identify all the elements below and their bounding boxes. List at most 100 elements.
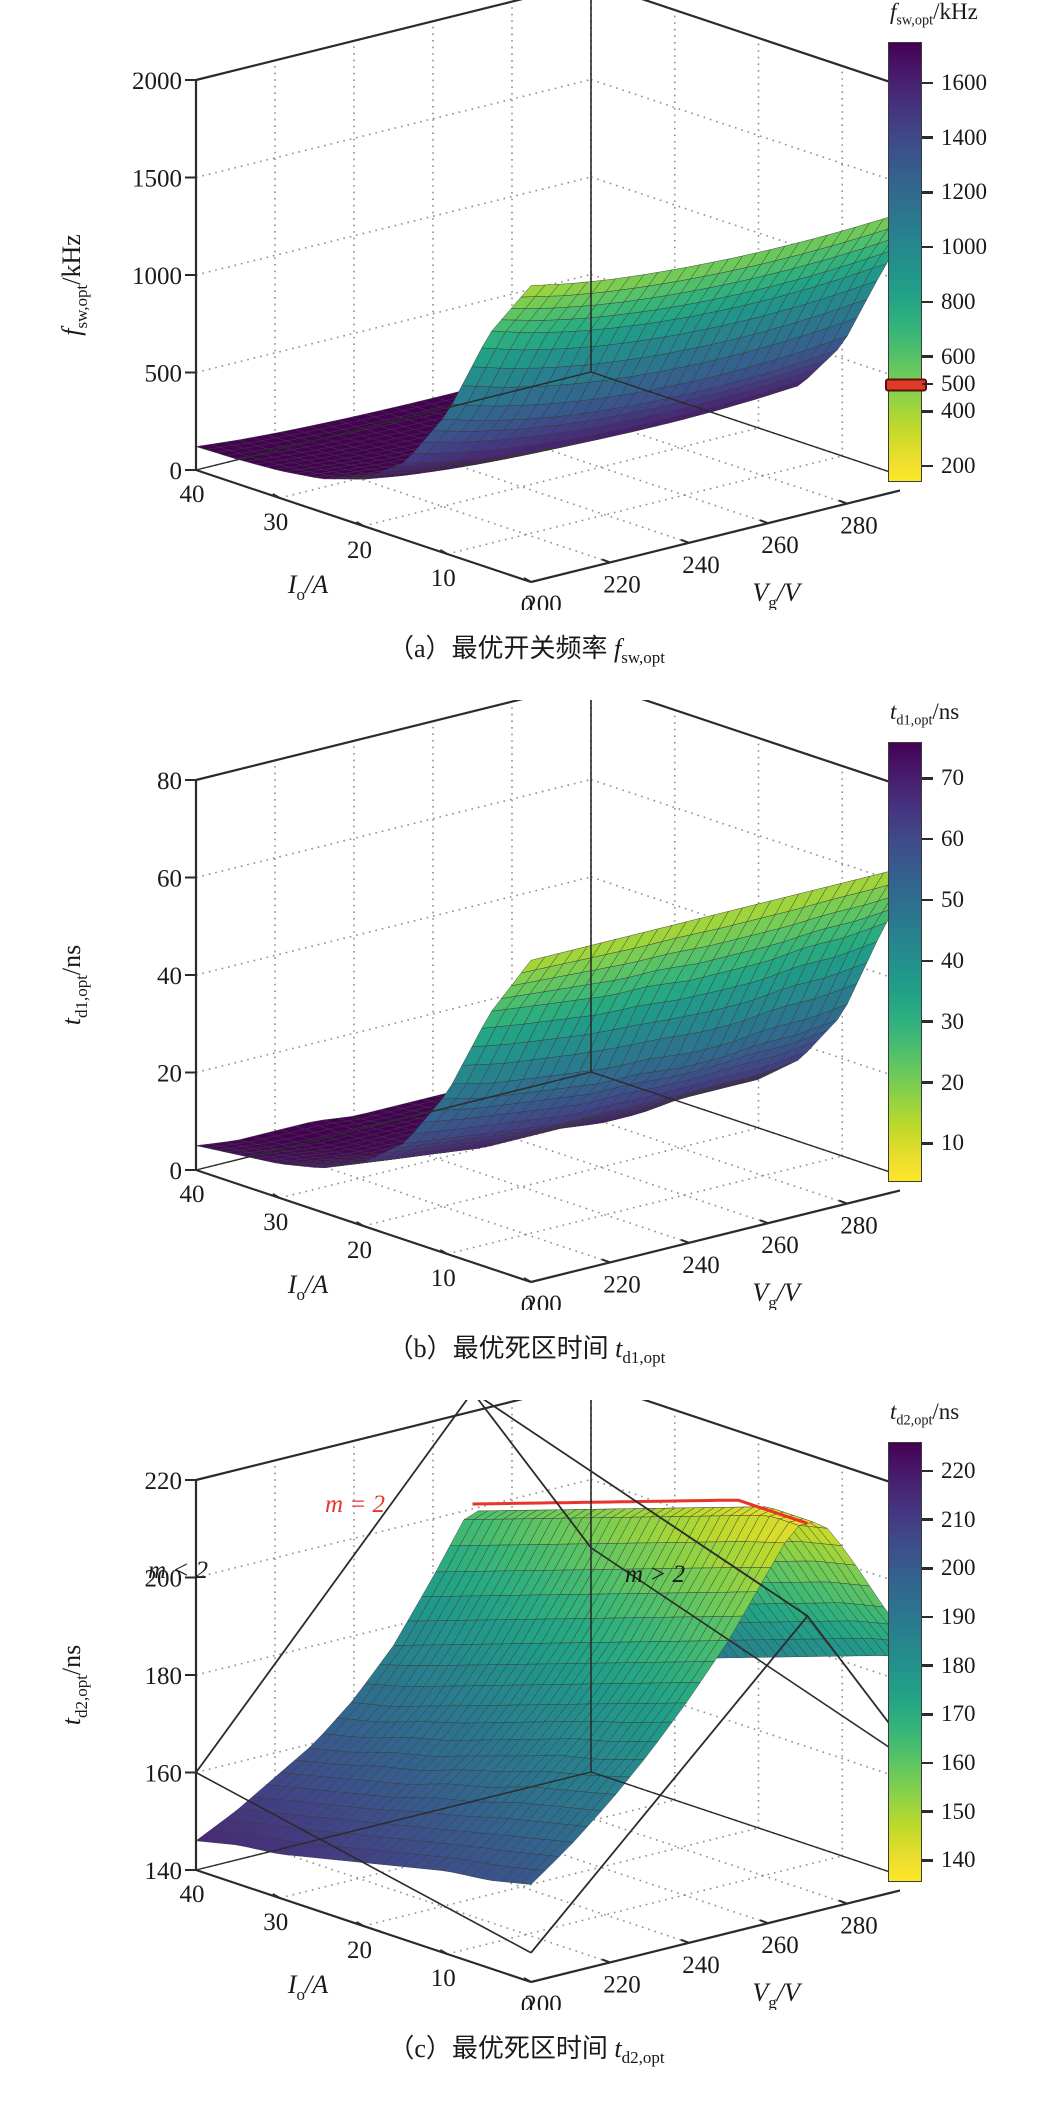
y-axis-title: Vg/V bbox=[752, 1278, 803, 1310]
y-tick-label: 260 bbox=[761, 532, 799, 559]
y-tick-label: 200 bbox=[524, 1991, 562, 2010]
y-tick-label: 260 bbox=[761, 1932, 799, 1959]
ridge-line-m-equals-2 bbox=[472, 1498, 808, 1525]
colorbar-tick: 1600 bbox=[922, 70, 987, 96]
z-tick-label: 80 bbox=[157, 768, 182, 795]
colorbar-tick: 200 bbox=[922, 1555, 976, 1581]
y-tick-label: 220 bbox=[603, 1971, 641, 1998]
colorbar-tick: 40 bbox=[922, 948, 964, 974]
y-tick-mark bbox=[838, 499, 848, 505]
grid-line-z-left bbox=[195, 78, 592, 179]
y-tick-mark bbox=[680, 1238, 690, 1244]
y-tick-label: 200 bbox=[524, 1291, 562, 1310]
colorbar-b-ticks: 70 60 50 40 30 20 10 bbox=[922, 742, 1052, 1182]
tent-outline-ridge bbox=[482, 1400, 809, 1617]
back-wall-top-left bbox=[195, 700, 524, 782]
back-wall-top-right bbox=[641, 0, 900, 87]
x-tick-mark bbox=[439, 549, 448, 555]
z-tick-label: 160 bbox=[145, 1761, 183, 1788]
colorbar-tick: 400 bbox=[922, 398, 976, 424]
z-axis-title: td1,opt/ns bbox=[57, 945, 91, 1026]
colorbar-tick: 1400 bbox=[922, 125, 987, 151]
z-axis-title: td2,opt/ns bbox=[57, 1645, 91, 1726]
floor-edge-left bbox=[195, 1771, 592, 1871]
x-tick-label: 40 bbox=[180, 1881, 205, 1908]
x-axis-title: Io/A bbox=[287, 1270, 328, 1304]
axis-lines bbox=[185, 1400, 900, 1984]
axis-labels: 806040200403020100200220240260280300td1,… bbox=[57, 768, 878, 1310]
colorbar-c: td2,opt/ns 220 210 200 190 180 170 160 150 140 bbox=[888, 1400, 1053, 1882]
colorbar-c-title: td2,opt/ns bbox=[890, 1399, 960, 1429]
axis-labels: 2000150010005000403020100200220240260280… bbox=[57, 68, 878, 610]
caption-b: （b）最优死区时间 td1,opt bbox=[387, 1334, 666, 1368]
x-tick-label: 30 bbox=[263, 1209, 288, 1236]
colorbar-b-title: td1,opt/ns bbox=[890, 699, 960, 729]
floor-edge-back bbox=[590, 371, 900, 477]
y-tick-mark bbox=[759, 1219, 769, 1225]
colorbar-tick: 200 bbox=[922, 453, 976, 479]
colorbar-tick: 10 bbox=[922, 1130, 964, 1156]
x-axis-title: Io/A bbox=[287, 570, 328, 604]
y-tick-mark bbox=[601, 1958, 611, 1964]
surface-mesh bbox=[195, 1400, 900, 1954]
y-axis-line bbox=[530, 1189, 900, 1284]
colorbar-tick: 50 bbox=[922, 887, 964, 913]
z-tick-label: 20 bbox=[157, 1061, 182, 1088]
x-tick-label: 0 bbox=[521, 1993, 534, 2010]
colorbar-tick: 800 bbox=[922, 289, 976, 315]
x-tick-mark bbox=[272, 1193, 281, 1199]
x-tick-label: 40 bbox=[180, 1181, 205, 1208]
x-axis-title: Io/A bbox=[287, 1970, 328, 2004]
y-tick-mark bbox=[680, 1938, 690, 1944]
z-tick-label: 1500 bbox=[132, 166, 182, 193]
floor-edge-left bbox=[195, 371, 592, 471]
y-axis-title: Vg/V bbox=[752, 578, 803, 610]
colorbar-tick: 600 bbox=[922, 344, 976, 370]
z-tick-label: 0 bbox=[170, 1158, 183, 1185]
panel-b: 806040200403020100200220240260280300td1,… bbox=[0, 700, 1053, 1402]
plot-c-surface-3d: 2202001801601404030201002002202402602803… bbox=[0, 1400, 900, 2020]
z-tick-label: 140 bbox=[145, 1858, 183, 1885]
colorbar-tick: 180 bbox=[922, 1653, 976, 1679]
z-tick-label: 220 bbox=[145, 1468, 183, 1495]
x-tick-label: 20 bbox=[347, 537, 372, 564]
colorbar-a-ticks: 1600 1400 1200 1000 800 600 500 400 200 bbox=[922, 42, 1052, 482]
x-tick-label: 20 bbox=[347, 1937, 372, 1964]
z-axis-title: fsw,opt/kHz bbox=[57, 234, 91, 336]
y-tick-label: 200 bbox=[524, 591, 562, 610]
x-tick-mark bbox=[272, 493, 281, 499]
colorbar-tick: 1000 bbox=[922, 234, 987, 260]
x-tick-label: 30 bbox=[263, 1909, 288, 1936]
tent-outline-back bbox=[590, 1547, 900, 1756]
y-tick-label: 280 bbox=[840, 1913, 878, 1940]
tent-outline-front bbox=[195, 1771, 532, 1954]
back-wall-top-right bbox=[641, 700, 900, 787]
y-tick-mark bbox=[601, 558, 611, 564]
x-tick-label: 0 bbox=[521, 1293, 534, 1310]
m-less-than-2-label: m < 2 bbox=[148, 1557, 208, 1584]
colorbar-a-gradient bbox=[885, 41, 927, 482]
colorbar-tick: 20 bbox=[922, 1070, 964, 1096]
colorbar-tick: 210 bbox=[922, 1507, 976, 1533]
back-wall-top-left bbox=[195, 1400, 524, 1482]
plot-b-surface-3d: 806040200403020100200220240260280300td1,… bbox=[0, 700, 900, 1320]
colorbar-tick: 220 bbox=[922, 1458, 976, 1484]
back-wall-top-left bbox=[195, 0, 524, 82]
caption-a: （a）最优开关频率 fsw,opt bbox=[387, 634, 666, 668]
m-region-annotations: m = 2 m < 2 m > 2 bbox=[148, 1491, 685, 1588]
x-tick-label: 10 bbox=[431, 1965, 456, 1992]
back-wall-top-right bbox=[641, 1400, 900, 1487]
x-tick-mark bbox=[356, 521, 364, 527]
y-tick-mark bbox=[680, 538, 690, 544]
m-equals-2-label: m = 2 bbox=[325, 1491, 385, 1518]
x-tick-mark bbox=[356, 1221, 364, 1227]
y-tick-mark bbox=[759, 519, 769, 525]
z-axis-title-text: td1,opt/ns bbox=[57, 945, 91, 1026]
floor-edge-back bbox=[590, 1071, 900, 1177]
surface-mesh bbox=[195, 868, 900, 1169]
panel-a: 2000 1500 1000 500 0 40 30 20 10 0 200 220 240 260 280… bbox=[0, 0, 1053, 702]
y-tick-label: 240 bbox=[682, 1252, 720, 1279]
y-tick-mark bbox=[601, 1258, 611, 1264]
colorbar-tick: 1200 bbox=[922, 179, 987, 205]
